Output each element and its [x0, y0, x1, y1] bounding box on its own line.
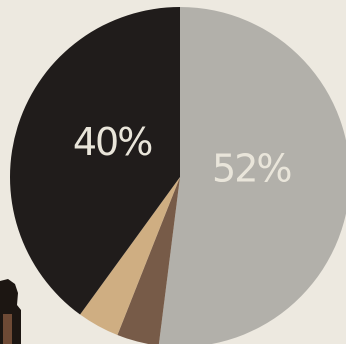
pie-slice-1	[117, 177, 180, 344]
partial-figure-icon	[0, 279, 21, 344]
pie-slice-2	[80, 177, 180, 336]
partial-figure-arm	[3, 314, 12, 344]
pie-slice-label-0: 52%	[212, 146, 291, 190]
pie-slices	[9, 7, 346, 344]
pie-labels: 52% 40%	[73, 120, 294, 191]
pie-slice-3	[9, 7, 180, 315]
pie-slice-0	[158, 7, 346, 344]
pie-slice-label-3: 40%	[73, 120, 152, 164]
